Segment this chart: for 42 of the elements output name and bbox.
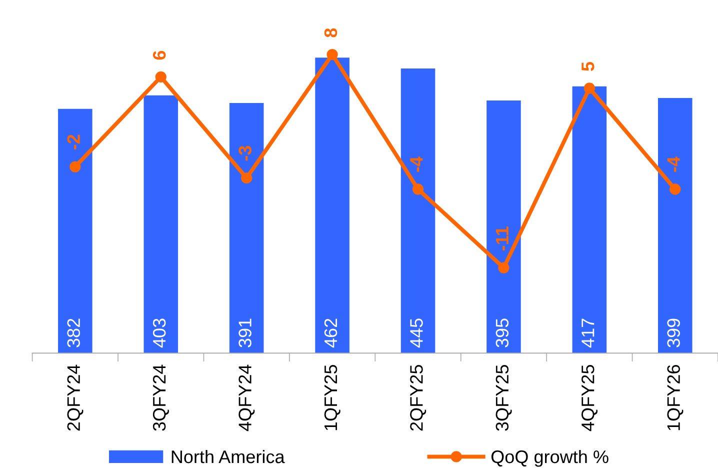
point: [412, 184, 424, 195]
data-label: 445: [410, 318, 423, 348]
data-label: -4: [667, 156, 680, 172]
point: [584, 82, 595, 94]
x-tick-label: 2QFY25: [410, 364, 426, 431]
bar: [572, 86, 607, 354]
data-label: 462: [324, 318, 338, 348]
data-label: 6: [152, 50, 166, 60]
bar: [658, 98, 692, 354]
x-tick-label: 3QFY24: [152, 364, 169, 431]
point: [241, 172, 252, 184]
bar: [58, 108, 92, 354]
x-tick-label: 4QFY24: [238, 364, 255, 432]
x-tick-label: 3QFY25: [496, 364, 512, 431]
x-tick-label: 1QFY26: [667, 365, 684, 430]
x-tick-label: 4QFY25: [581, 364, 598, 432]
point: [155, 71, 166, 83]
data-label: 395: [496, 318, 509, 348]
data-label: -4: [410, 156, 423, 172]
x-tick-label: 2QFY24: [67, 364, 84, 431]
bar: [315, 58, 350, 354]
point: [70, 161, 81, 172]
data-label: 5: [582, 62, 594, 71]
legend-label: QoQ growth %: [491, 450, 608, 467]
data-label: -2: [67, 134, 80, 150]
point: [498, 262, 510, 274]
point: [326, 48, 338, 60]
bar: [144, 95, 178, 354]
data-label: 391: [238, 318, 252, 348]
data-label: -3: [238, 146, 252, 161]
legend-label: North America: [172, 450, 285, 464]
data-label: 8: [324, 28, 338, 38]
bar: [486, 100, 521, 354]
bar: [229, 103, 264, 354]
data-label: -11: [496, 226, 508, 250]
bar: [400, 68, 436, 354]
data-label: 399: [667, 318, 680, 348]
data-label: 382: [67, 318, 80, 348]
data-label: 403: [152, 318, 166, 348]
data-label: 417: [582, 318, 594, 348]
x-tick-label: 1QFY25: [324, 364, 340, 430]
point: [670, 184, 681, 195]
